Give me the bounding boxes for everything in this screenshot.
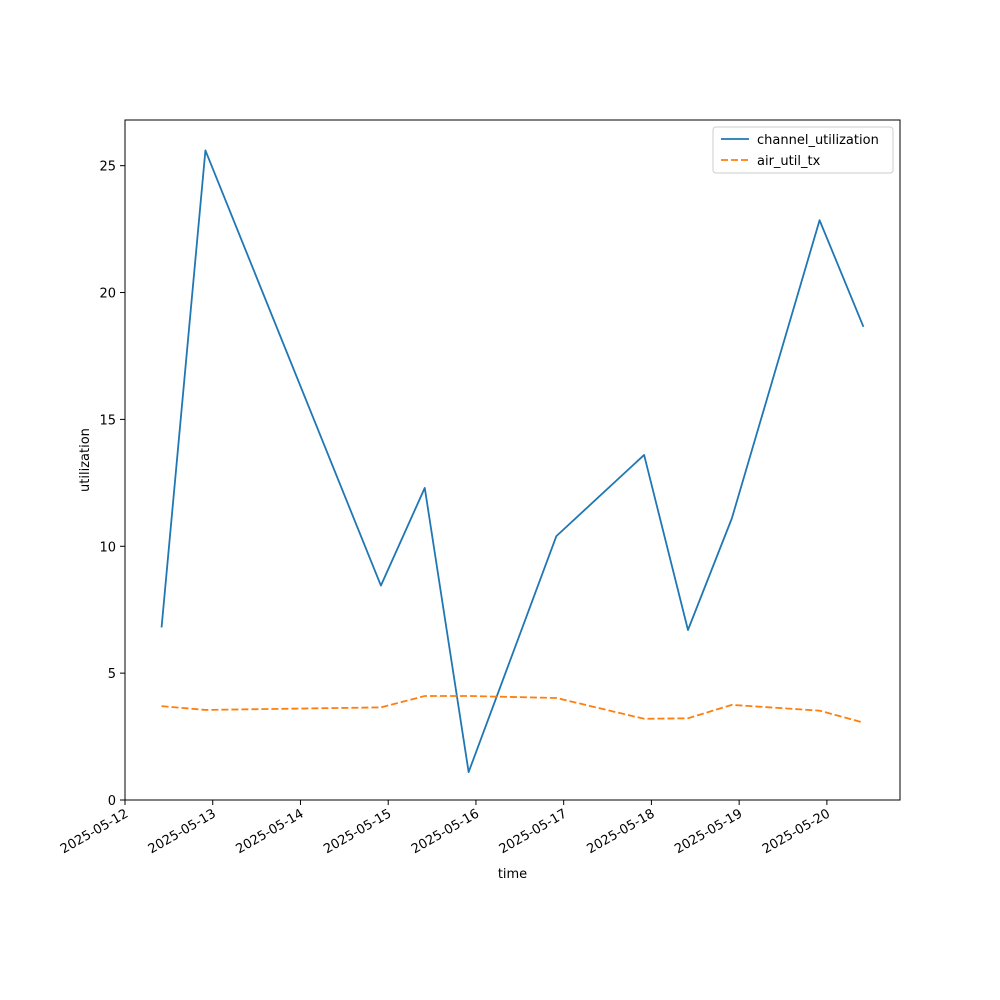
series-layer xyxy=(160,149,865,773)
axes-frame xyxy=(124,119,901,801)
legend[interactable]: channel_utilization air_util_tx xyxy=(712,126,894,174)
x-tick-label: 2025-05-20 xyxy=(760,806,833,857)
x-tick-label: 2025-05-12 xyxy=(58,806,131,857)
x-tick-label: 2025-05-16 xyxy=(409,806,482,857)
x-tick-label: 2025-05-13 xyxy=(146,806,219,857)
legend-box xyxy=(712,126,894,174)
y-tick-label: 10 xyxy=(99,540,116,555)
x-tick-label: 2025-05-14 xyxy=(234,806,307,857)
x-tick-label: 2025-05-15 xyxy=(321,806,394,857)
y-tick-label: 0 xyxy=(108,794,116,809)
x-tick-label: 2025-05-17 xyxy=(497,806,570,857)
y-tick-label: 25 xyxy=(99,160,116,175)
legend-label-air-util-tx: air_util_tx xyxy=(757,154,821,169)
y-tick-label: 15 xyxy=(99,413,116,428)
x-axis-title: time xyxy=(498,867,527,882)
legend-label-channel-utilization: channel_utilization xyxy=(757,133,879,148)
x-tick-label: 2025-05-18 xyxy=(584,806,657,857)
series-line-air-util-tx xyxy=(161,695,864,724)
y-tick-label: 5 xyxy=(108,667,116,682)
x-tick-label: 2025-05-19 xyxy=(672,806,745,857)
y-axis-title: utilization xyxy=(78,428,93,492)
y-axis-ticks: 0 5 10 15 20 25 xyxy=(99,160,125,809)
y-tick-label: 20 xyxy=(99,287,116,302)
series-line-channel-utilization xyxy=(160,149,865,773)
x-axis-ticks: 2025-05-12 2025-05-13 2025-05-14 2025-05-15… xyxy=(58,800,833,857)
